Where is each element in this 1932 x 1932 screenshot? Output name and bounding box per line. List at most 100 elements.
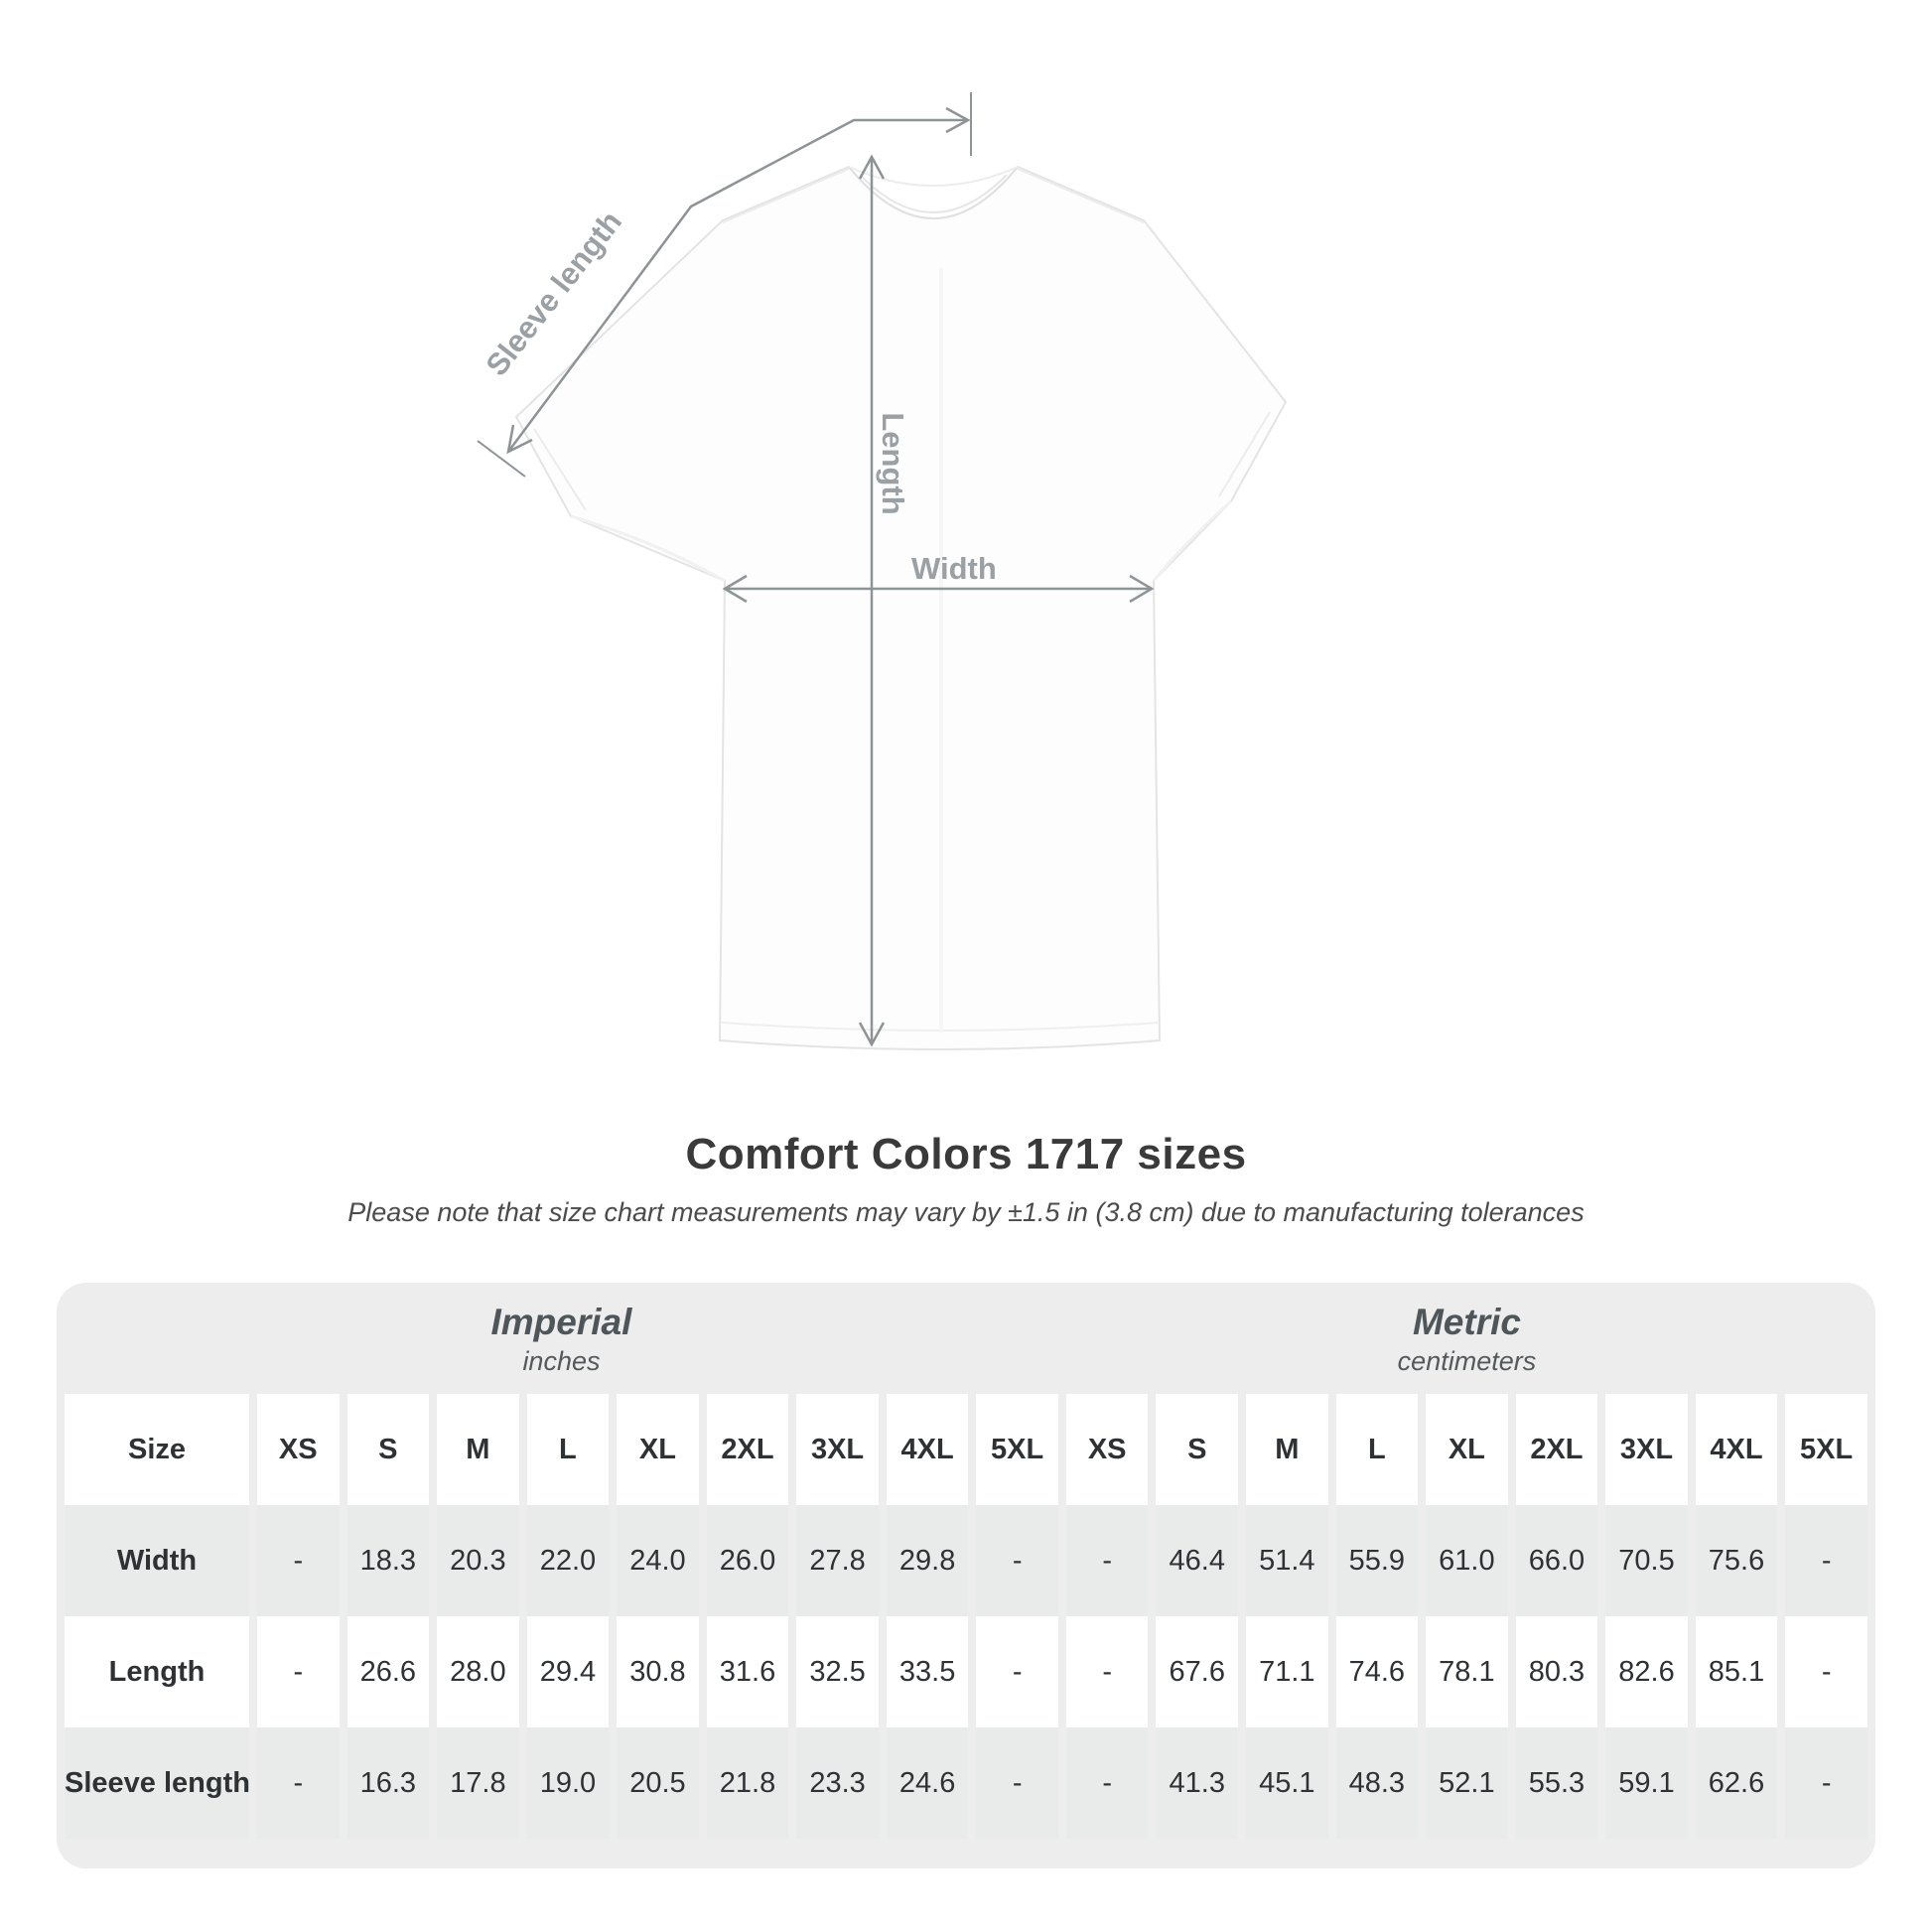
value-cell: 21.8 [706, 1727, 789, 1839]
size-header-metric-xl: XL [1426, 1394, 1508, 1505]
value-cell: - [976, 1727, 1058, 1839]
value-cell: 41.3 [1156, 1727, 1239, 1839]
size-header-metric-4xl: 4XL [1695, 1394, 1778, 1505]
unit-subtitle: inches [522, 1345, 601, 1376]
size-header-metric-5xl: 5XL [1785, 1394, 1867, 1505]
size-chart-card: Imperial inches Metric centimeters Size XS S M L… [57, 1283, 1875, 1868]
size-header-imperial-3xl: 3XL [796, 1394, 879, 1505]
unit-band-imperial: Imperial inches [65, 1283, 1058, 1394]
value-cell: 22.0 [526, 1505, 610, 1616]
size-header-metric-s: S [1156, 1394, 1239, 1505]
unit-title: Imperial [490, 1301, 632, 1342]
value-cell: 78.1 [1426, 1616, 1508, 1727]
value-cell: 20.3 [437, 1505, 519, 1616]
value-cell: 52.1 [1426, 1727, 1508, 1839]
measurement-row-width: Width -18.3 20.3 22.0 24.0 26.0 27.8 29.8- -46.4… [65, 1505, 1867, 1616]
width-arrow [722, 574, 1155, 604]
value-cell: 33.5 [886, 1616, 969, 1727]
value-cell: 70.5 [1605, 1505, 1688, 1616]
size-col-header: Size [65, 1394, 249, 1505]
size-header-metric-xs: XS [1065, 1394, 1149, 1505]
value-cell: 55.9 [1335, 1505, 1419, 1616]
value-cell: 48.3 [1335, 1727, 1419, 1839]
value-cell: 71.1 [1246, 1616, 1328, 1727]
size-header-imperial-xl: XL [617, 1394, 699, 1505]
sleeve-length-arrow [477, 92, 972, 478]
value-cell: 51.4 [1246, 1505, 1328, 1616]
size-header-imperial-4xl: 4XL [886, 1394, 969, 1505]
value-cell: 28.0 [437, 1616, 519, 1727]
measurement-row-sleeve-length: Sleeve length -16.3 17.8 19.0 20.5 21.8 23.3 24… [65, 1727, 1867, 1839]
value-cell: 27.8 [796, 1505, 879, 1616]
value-cell: 62.6 [1695, 1727, 1778, 1839]
value-cell: - [257, 1616, 340, 1727]
value-cell: - [257, 1505, 340, 1616]
value-cell: 61.0 [1426, 1505, 1508, 1616]
value-cell: - [257, 1727, 340, 1839]
value-cell: 26.6 [346, 1616, 430, 1727]
value-cell: 17.8 [437, 1727, 519, 1839]
size-header-imperial-l: L [526, 1394, 610, 1505]
size-header-imperial-s: S [346, 1394, 430, 1505]
value-cell: - [1065, 1505, 1149, 1616]
row-label: Length [65, 1616, 249, 1727]
value-cell: - [1785, 1727, 1867, 1839]
length-label: Length [876, 412, 910, 514]
size-header-metric-m: M [1246, 1394, 1328, 1505]
value-cell: - [1785, 1505, 1867, 1616]
unit-band-row: Imperial inches Metric centimeters [65, 1283, 1867, 1394]
value-cell: 16.3 [346, 1727, 430, 1839]
size-header-imperial-m: M [437, 1394, 519, 1505]
value-cell: - [1065, 1616, 1149, 1727]
size-table: Imperial inches Metric centimeters Size XS S M L… [57, 1283, 1875, 1839]
page-title: Comfort Colors 1717 sizes [685, 1130, 1247, 1178]
measurement-row-length: Length -26.6 28.0 29.4 30.8 31.6 32.5 33.5- -67.… [65, 1616, 1867, 1727]
size-header-metric-l: L [1335, 1394, 1419, 1505]
row-label: Width [65, 1505, 249, 1616]
row-label: Sleeve length [65, 1727, 249, 1839]
value-cell: - [976, 1616, 1058, 1727]
value-cell: 67.6 [1156, 1616, 1239, 1727]
value-cell: 26.0 [706, 1505, 789, 1616]
value-cell: 18.3 [346, 1505, 430, 1616]
value-cell: 80.3 [1515, 1616, 1598, 1727]
value-cell: 55.3 [1515, 1727, 1598, 1839]
value-cell: 24.0 [617, 1505, 699, 1616]
size-header-row: Size XS S M L XL 2XL 3XL 4XL 5XL XS S M L XL 2XL 3XL 4XL 5… [65, 1394, 1867, 1505]
tshirt-graphic [514, 165, 1288, 1050]
value-cell: - [976, 1505, 1058, 1616]
value-cell: 29.8 [886, 1505, 969, 1616]
size-header-metric-3xl: 3XL [1605, 1394, 1688, 1505]
unit-title: Metric [1412, 1301, 1521, 1342]
value-cell: 23.3 [796, 1727, 879, 1839]
unit-band-metric: Metric centimeters [1066, 1283, 1867, 1394]
value-cell: 85.1 [1695, 1616, 1778, 1727]
value-cell: 66.0 [1515, 1505, 1598, 1616]
width-label: Width [911, 551, 997, 586]
value-cell: 30.8 [617, 1616, 699, 1727]
size-header-imperial-2xl: 2XL [706, 1394, 789, 1505]
value-cell: 19.0 [526, 1727, 610, 1839]
tshirt-measurement-diagram: Width Length Sleeve length [477, 92, 1288, 1050]
value-cell: 32.5 [796, 1616, 879, 1727]
value-cell: 75.6 [1695, 1505, 1778, 1616]
measurement-lines [477, 92, 1155, 1047]
value-cell: 31.6 [706, 1616, 789, 1727]
value-cell: 20.5 [617, 1727, 699, 1839]
value-cell: 45.1 [1246, 1727, 1328, 1839]
size-header-imperial-5xl: 5XL [976, 1394, 1058, 1505]
value-cell: - [1065, 1727, 1149, 1839]
length-arrow [858, 154, 886, 1047]
value-cell: 82.6 [1605, 1616, 1688, 1727]
tolerance-note: Please note that size chart measurements… [347, 1197, 1585, 1227]
value-cell: 59.1 [1605, 1727, 1688, 1839]
value-cell: 74.6 [1335, 1616, 1419, 1727]
unit-subtitle: centimeters [1397, 1345, 1537, 1376]
size-header-metric-2xl: 2XL [1515, 1394, 1598, 1505]
value-cell: 46.4 [1156, 1505, 1239, 1616]
value-cell: - [1785, 1616, 1867, 1727]
size-header-imperial-xs: XS [257, 1394, 340, 1505]
value-cell: 29.4 [526, 1616, 610, 1727]
value-cell: 24.6 [886, 1727, 969, 1839]
